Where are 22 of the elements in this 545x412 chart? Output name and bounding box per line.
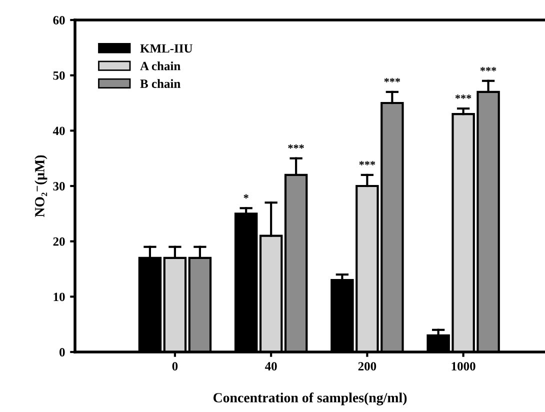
y-tick-label: 40	[52, 126, 65, 136]
y-tick-label: 50	[53, 71, 65, 80]
data-label: ***	[455, 94, 472, 99]
data-label: ***	[384, 78, 400, 82]
data-label: ***	[288, 144, 304, 149]
x-tick-label: 1000	[452, 362, 476, 371]
y-tick-label: 30	[53, 182, 65, 190]
y-axis-title: NO₂⁻(μM)	[34, 155, 48, 218]
x-axis-title: Concentration of samples(ng/ml)	[213, 392, 407, 406]
legend-label: A chain	[140, 61, 180, 70]
y-tick-label: 60	[53, 16, 65, 24]
y-tick-label: 0	[60, 348, 65, 356]
data-label: ***	[480, 67, 496, 72]
y-tick-label: 10	[54, 292, 65, 302]
legend-label: B chain	[140, 79, 180, 88]
data-label: *	[244, 194, 248, 198]
legend-label: KML-IIU	[140, 44, 192, 53]
x-tick-label: 200	[358, 362, 376, 371]
x-tick-label: 0	[172, 362, 178, 371]
data-label: ***	[359, 161, 376, 166]
y-tick-label: 20	[53, 237, 65, 246]
x-tick-label: 40	[264, 362, 277, 371]
